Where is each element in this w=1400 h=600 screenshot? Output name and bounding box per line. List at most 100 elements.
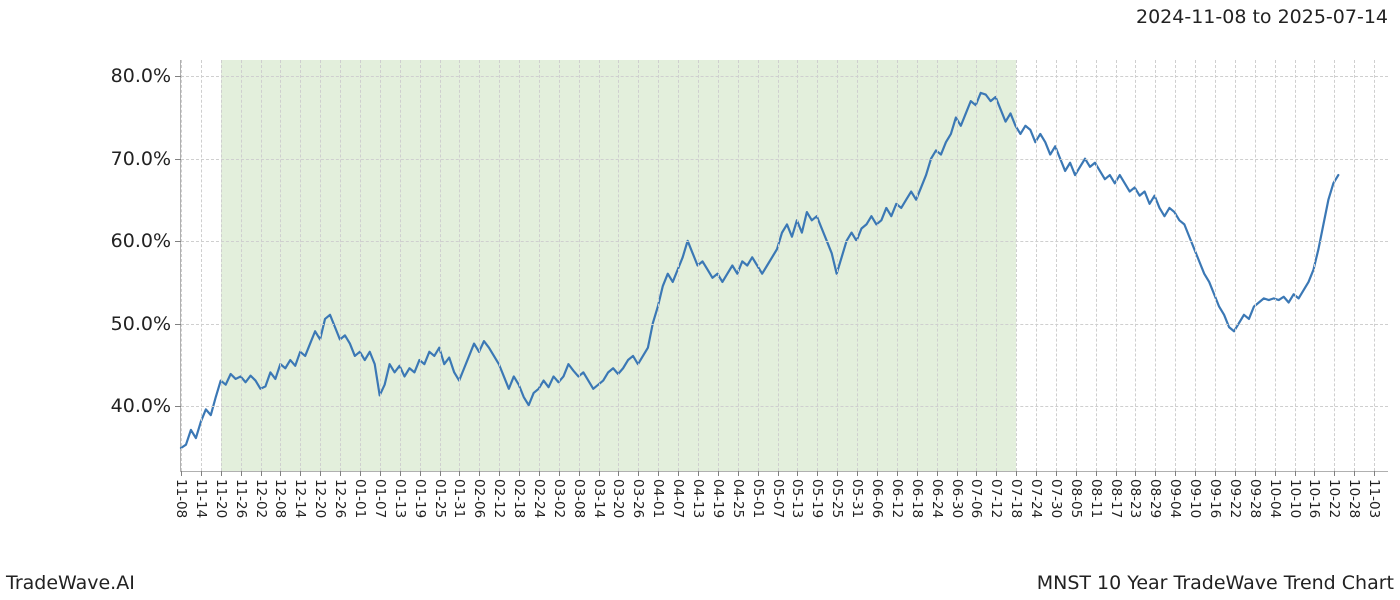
xtick-mark bbox=[797, 471, 798, 476]
xtick-mark bbox=[440, 471, 441, 476]
xtick-label: 06-30 bbox=[949, 479, 965, 518]
v-gridline bbox=[957, 60, 958, 471]
v-gridline bbox=[897, 60, 898, 471]
xtick-label: 08-17 bbox=[1108, 479, 1124, 518]
v-gridline bbox=[996, 60, 997, 471]
xtick-label: 04-19 bbox=[710, 479, 726, 518]
ytick-label: 40.0% bbox=[111, 395, 171, 417]
v-gridline bbox=[1175, 60, 1176, 471]
xtick-label: 07-06 bbox=[968, 479, 984, 518]
v-gridline bbox=[360, 60, 361, 471]
v-gridline bbox=[559, 60, 560, 471]
xtick-mark bbox=[837, 471, 838, 476]
xtick-mark bbox=[221, 471, 222, 476]
xtick-label: 11-20 bbox=[213, 479, 229, 518]
ytick-label: 60.0% bbox=[111, 230, 171, 252]
v-gridline bbox=[1135, 60, 1136, 471]
xtick-label: 05-01 bbox=[750, 479, 766, 518]
xtick-mark bbox=[658, 471, 659, 476]
xtick-label: 12-02 bbox=[253, 479, 269, 518]
xtick-label: 04-13 bbox=[690, 479, 706, 518]
xtick-label: 01-13 bbox=[392, 479, 408, 518]
xtick-mark bbox=[996, 471, 997, 476]
xtick-mark bbox=[718, 471, 719, 476]
xtick-label: 03-26 bbox=[630, 479, 646, 518]
v-gridline bbox=[201, 60, 202, 471]
ytick-label: 70.0% bbox=[111, 148, 171, 170]
v-gridline bbox=[797, 60, 798, 471]
xtick-label: 03-20 bbox=[610, 479, 626, 518]
xtick-mark bbox=[1056, 471, 1057, 476]
xtick-label: 09-22 bbox=[1227, 479, 1243, 518]
xtick-label: 09-04 bbox=[1167, 479, 1183, 518]
v-gridline bbox=[479, 60, 480, 471]
xtick-label: 08-23 bbox=[1127, 479, 1143, 518]
xtick-label: 10-22 bbox=[1326, 479, 1342, 518]
xtick-label: 01-01 bbox=[352, 479, 368, 518]
plot-area: 40.0%50.0%60.0%70.0%80.0%11-0811-1411-20… bbox=[180, 60, 1388, 472]
v-gridline bbox=[241, 60, 242, 471]
xtick-label: 02-18 bbox=[511, 479, 527, 518]
v-gridline bbox=[1155, 60, 1156, 471]
xtick-mark bbox=[937, 471, 938, 476]
v-gridline bbox=[778, 60, 779, 471]
xtick-label: 09-28 bbox=[1247, 479, 1263, 518]
v-gridline bbox=[758, 60, 759, 471]
v-gridline bbox=[857, 60, 858, 471]
xtick-mark bbox=[758, 471, 759, 476]
v-gridline bbox=[380, 60, 381, 471]
xtick-label: 11-14 bbox=[193, 479, 209, 518]
v-gridline bbox=[1334, 60, 1335, 471]
xtick-label: 03-08 bbox=[571, 479, 587, 518]
xtick-mark bbox=[1295, 471, 1296, 476]
xtick-mark bbox=[1334, 471, 1335, 476]
xtick-mark bbox=[1096, 471, 1097, 476]
xtick-mark bbox=[1116, 471, 1117, 476]
v-gridline bbox=[658, 60, 659, 471]
v-gridline bbox=[1354, 60, 1355, 471]
xtick-label: 12-20 bbox=[312, 479, 328, 518]
v-gridline bbox=[181, 60, 182, 471]
v-gridline bbox=[280, 60, 281, 471]
xtick-label: 03-14 bbox=[591, 479, 607, 518]
xtick-label: 01-25 bbox=[432, 479, 448, 518]
xtick-mark bbox=[1314, 471, 1315, 476]
xtick-mark bbox=[420, 471, 421, 476]
xtick-mark bbox=[1195, 471, 1196, 476]
xtick-label: 03-02 bbox=[551, 479, 567, 518]
v-gridline bbox=[1116, 60, 1117, 471]
xtick-mark bbox=[459, 471, 460, 476]
xtick-mark bbox=[877, 471, 878, 476]
v-gridline bbox=[718, 60, 719, 471]
v-gridline bbox=[738, 60, 739, 471]
v-gridline bbox=[976, 60, 977, 471]
xtick-mark bbox=[698, 471, 699, 476]
date-range-label: 2024-11-08 to 2025-07-14 bbox=[1136, 6, 1388, 28]
xtick-mark bbox=[1076, 471, 1077, 476]
v-gridline bbox=[1275, 60, 1276, 471]
xtick-mark bbox=[1255, 471, 1256, 476]
xtick-label: 12-14 bbox=[292, 479, 308, 518]
v-gridline bbox=[599, 60, 600, 471]
ytick-label: 80.0% bbox=[111, 65, 171, 87]
v-gridline bbox=[1235, 60, 1236, 471]
xtick-mark bbox=[479, 471, 480, 476]
xtick-mark bbox=[1354, 471, 1355, 476]
xtick-mark bbox=[400, 471, 401, 476]
xtick-label: 10-16 bbox=[1306, 479, 1322, 518]
xtick-mark bbox=[917, 471, 918, 476]
chart-root: { "header": { "date_range": "2024-11-08 … bbox=[0, 0, 1400, 600]
xtick-mark bbox=[519, 471, 520, 476]
xtick-mark bbox=[778, 471, 779, 476]
h-gridline bbox=[181, 324, 1388, 325]
xtick-label: 05-25 bbox=[829, 479, 845, 518]
v-gridline bbox=[618, 60, 619, 471]
xtick-label: 05-13 bbox=[789, 479, 805, 518]
xtick-mark bbox=[241, 471, 242, 476]
xtick-mark bbox=[499, 471, 500, 476]
xtick-mark bbox=[1175, 471, 1176, 476]
v-gridline bbox=[400, 60, 401, 471]
xtick-label: 02-24 bbox=[531, 479, 547, 518]
v-gridline bbox=[459, 60, 460, 471]
xtick-label: 06-12 bbox=[889, 479, 905, 518]
